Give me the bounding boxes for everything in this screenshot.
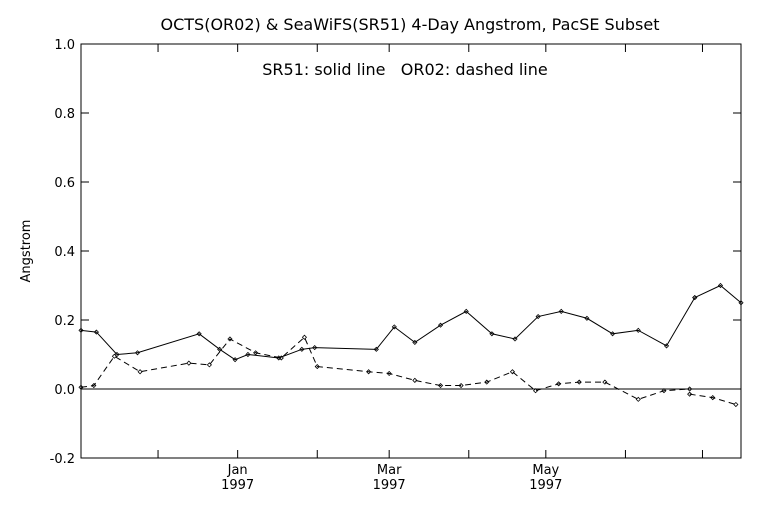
data-point-OR02-end xyxy=(687,391,693,397)
data-point-OR02 xyxy=(91,382,97,389)
data-point-OR02 xyxy=(484,379,490,385)
x-tick-label-month: May xyxy=(532,463,559,478)
data-point-OR02 xyxy=(186,360,192,366)
data-point-OR02 xyxy=(437,382,444,389)
y-axis-label: Angstrom xyxy=(19,220,34,283)
y-axis: -0.2 0.0 0.2 0.4 0.6 0.8 1.0 xyxy=(50,38,741,467)
y-tick-label: 0.6 xyxy=(54,176,75,191)
data-point-SR51 xyxy=(276,355,282,361)
y-tick-label: 0.0 xyxy=(54,383,75,398)
data-point-OR02 xyxy=(301,334,307,340)
x-tick-label-month: Jan xyxy=(227,463,248,478)
data-point-SR51 xyxy=(391,324,397,330)
data-point-SR51 xyxy=(312,345,318,351)
data-point-SR51 xyxy=(489,331,495,337)
data-point-OR02 xyxy=(253,350,259,356)
series-legend-annotation: SR51: solid line OR02: dashed line xyxy=(262,60,547,79)
series-group xyxy=(78,282,744,408)
x-tick-label-month: Mar xyxy=(377,463,402,478)
data-point-SR51 xyxy=(610,331,616,337)
data-point-OR02 xyxy=(137,369,143,375)
y-tick-label: 0.4 xyxy=(54,245,75,260)
data-point-OR02 xyxy=(687,386,693,392)
data-point-SR51 xyxy=(535,313,541,320)
data-point-OR02 xyxy=(227,336,233,342)
data-point-SR51 xyxy=(584,315,590,321)
data-point-OR02 xyxy=(78,384,84,390)
data-point-OR02 xyxy=(602,379,608,385)
data-point-OR02-end xyxy=(710,395,716,401)
data-point-SR51-end xyxy=(738,300,744,306)
x-tick-label-year: 1997 xyxy=(529,478,562,493)
data-point-OR02 xyxy=(532,388,539,394)
data-point-SR51 xyxy=(299,346,305,352)
data-point-SR51 xyxy=(463,308,469,314)
x-tick-label-year: 1997 xyxy=(221,478,254,493)
data-point-OR02 xyxy=(278,355,284,361)
data-point-SR51 xyxy=(512,336,518,342)
data-point-OR02 xyxy=(206,362,212,368)
data-point-SR51 xyxy=(232,357,238,363)
plot-frame xyxy=(80,43,742,459)
data-point-SR51 xyxy=(558,308,564,314)
data-point-SR51 xyxy=(437,322,444,328)
data-point-SR51-end xyxy=(692,295,698,301)
chart-title: OCTS(OR02) & SeaWiFS(SR51) 4-Day Angstro… xyxy=(161,15,660,34)
data-point-SR51 xyxy=(663,343,670,349)
data-point-OR02 xyxy=(635,396,641,402)
data-point-OR02 xyxy=(314,364,320,370)
y-tick-label: 0.8 xyxy=(54,107,75,122)
data-point-SR51 xyxy=(134,350,141,356)
data-point-OR02 xyxy=(458,382,464,389)
series-line-SR51-end xyxy=(694,284,742,304)
y-tick-label: 1.0 xyxy=(54,38,75,53)
data-point-SR51 xyxy=(93,329,99,335)
data-point-OR02-end xyxy=(733,401,739,408)
y-tick-label: 0.2 xyxy=(54,314,75,329)
data-point-SR51 xyxy=(217,346,223,352)
data-point-OR02 xyxy=(111,353,117,359)
data-point-SR51-end xyxy=(717,282,724,289)
data-point-SR51 xyxy=(196,331,202,337)
data-point-OR02 xyxy=(386,370,392,377)
data-point-OR02 xyxy=(412,377,418,383)
data-point-SR51 xyxy=(635,327,641,333)
series-line-OR02-end xyxy=(689,393,737,406)
data-point-SR51 xyxy=(78,327,84,333)
data-point-OR02 xyxy=(661,388,667,394)
series-line-SR51 xyxy=(80,297,696,361)
x-tick-label-year: 1997 xyxy=(373,478,406,493)
series-line-OR02 xyxy=(80,336,690,400)
data-point-SR51 xyxy=(245,351,251,358)
data-point-OR02 xyxy=(576,379,582,385)
data-point-SR51 xyxy=(412,339,418,345)
data-point-SR51 xyxy=(373,346,379,352)
data-point-OR02 xyxy=(509,369,516,375)
y-tick-label: -0.2 xyxy=(50,452,75,467)
data-point-OR02 xyxy=(556,381,562,387)
data-point-OR02 xyxy=(366,369,372,375)
